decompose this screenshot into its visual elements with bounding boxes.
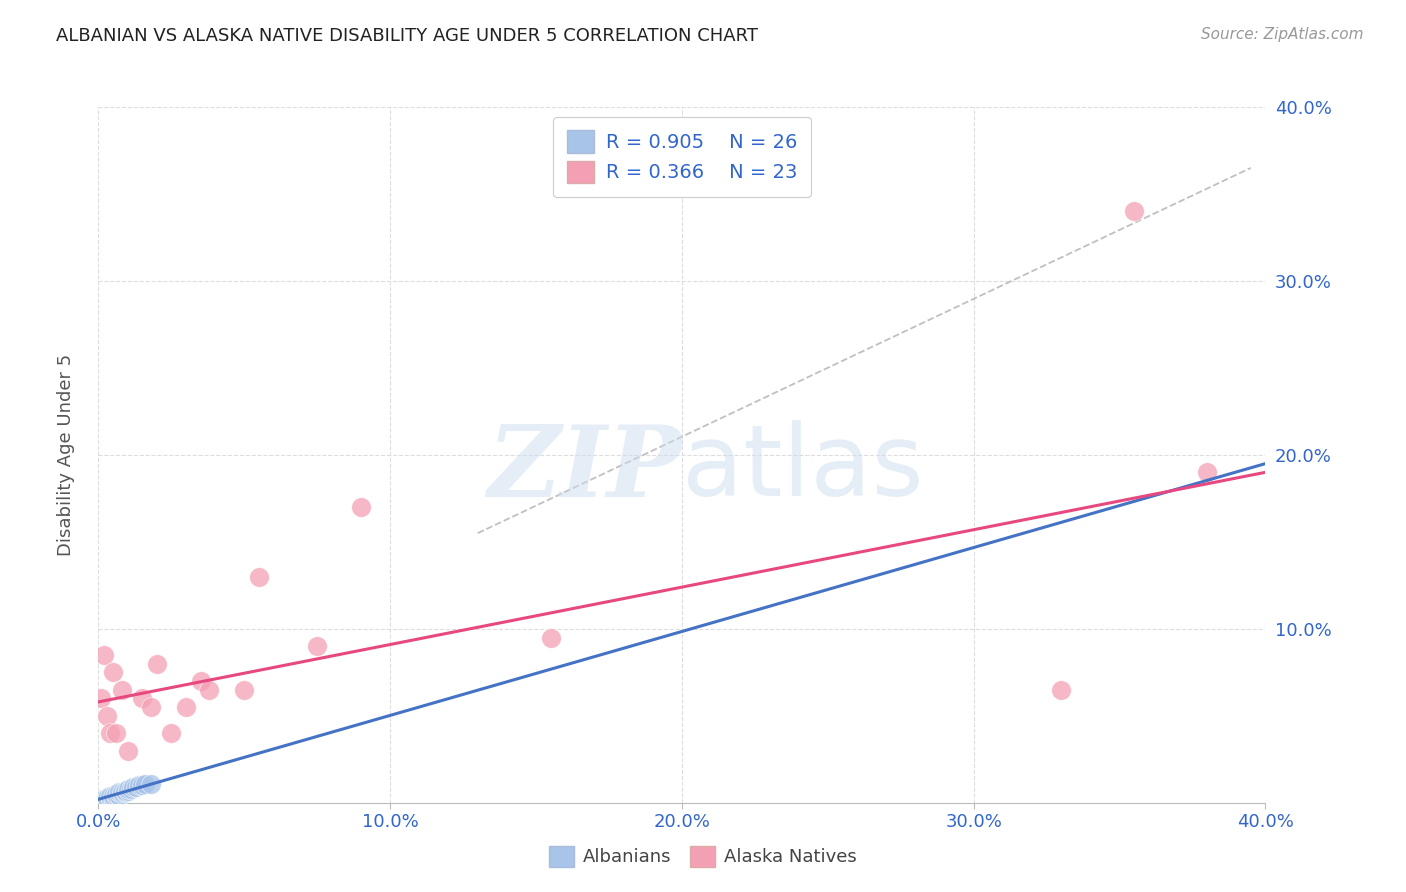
Point [1050, 682, 1073, 697]
Point [98, 790, 121, 805]
Point [117, 781, 139, 796]
Point [247, 570, 270, 584]
Point [93, 792, 115, 806]
Point [139, 700, 162, 714]
Point [104, 787, 127, 801]
Point [98, 726, 121, 740]
Point [1123, 204, 1146, 219]
Point [190, 674, 212, 689]
Point [96, 790, 118, 805]
Point [111, 682, 134, 697]
Text: Source: ZipAtlas.com: Source: ZipAtlas.com [1201, 27, 1364, 42]
Point [96, 708, 118, 723]
Point [198, 682, 221, 697]
Point [160, 726, 183, 740]
Point [233, 682, 256, 697]
Point [350, 500, 373, 514]
Point [101, 790, 124, 805]
Point [120, 781, 142, 796]
Text: ALBANIAN VS ALASKA NATIVE DISABILITY AGE UNDER 5 CORRELATION CHART: ALBANIAN VS ALASKA NATIVE DISABILITY AGE… [56, 27, 758, 45]
Point [111, 787, 134, 801]
Point [117, 744, 139, 758]
Point [96, 792, 118, 806]
Point [125, 780, 148, 794]
Point [131, 691, 153, 706]
Point [101, 665, 124, 680]
Point [131, 778, 153, 792]
Legend: R = 0.905    N = 26, R = 0.366    N = 23: R = 0.905 N = 26, R = 0.366 N = 23 [553, 117, 811, 196]
Point [128, 778, 150, 792]
Point [114, 783, 136, 797]
Point [307, 639, 329, 653]
Point [117, 783, 139, 797]
Point [90, 794, 112, 808]
Point [114, 785, 136, 799]
Point [139, 777, 162, 791]
Point [108, 785, 131, 799]
Text: atlas: atlas [682, 420, 924, 517]
Point [104, 789, 127, 803]
Point [122, 780, 145, 794]
Point [108, 789, 131, 803]
Y-axis label: Disability Age Under 5: Disability Age Under 5 [56, 354, 75, 556]
Point [111, 785, 134, 799]
Point [104, 726, 127, 740]
Point [540, 631, 562, 645]
Point [146, 657, 169, 671]
Legend: Albanians, Alaska Natives: Albanians, Alaska Natives [541, 838, 865, 874]
Point [98, 789, 121, 803]
Point [90, 691, 112, 706]
Point [93, 648, 115, 662]
Point [93, 794, 115, 808]
Text: ZIP: ZIP [486, 421, 682, 517]
Point [174, 700, 197, 714]
Point [1195, 466, 1218, 480]
Point [101, 789, 124, 803]
Point [134, 777, 156, 791]
